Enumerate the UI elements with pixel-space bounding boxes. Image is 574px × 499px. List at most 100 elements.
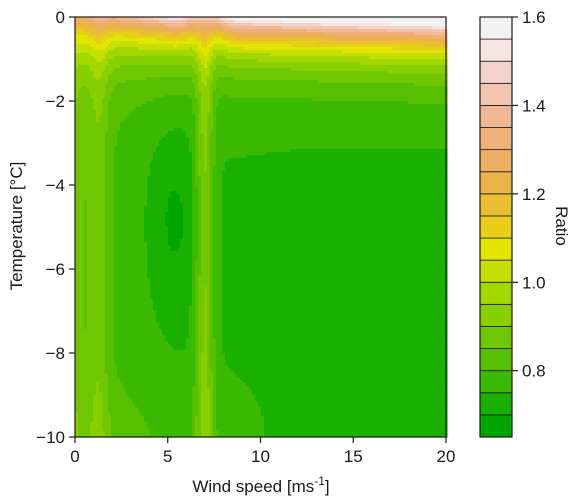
heat-cell (222, 17, 226, 21)
heat-cell (279, 125, 283, 129)
heat-cell (162, 59, 166, 63)
heat-cell (114, 116, 118, 120)
heat-cell (162, 131, 166, 135)
heat-cell (87, 137, 91, 141)
heat-cell (102, 20, 106, 24)
heat-cell (339, 71, 343, 75)
heat-cell (141, 47, 145, 51)
heat-cell (393, 44, 397, 48)
heat-cell (216, 107, 220, 111)
heat-cell (132, 107, 136, 111)
heat-cell (333, 86, 337, 90)
heat-cell (399, 50, 403, 54)
heat-cell (156, 35, 160, 39)
heat-cell (204, 92, 208, 96)
heat-cell (198, 80, 202, 84)
heat-cell (198, 62, 202, 66)
heat-cell (306, 23, 310, 27)
heat-cell (126, 107, 130, 111)
heat-cell (261, 131, 265, 135)
heat-cell (195, 98, 199, 102)
heat-cell (162, 134, 166, 138)
heat-cell (108, 23, 112, 27)
heat-cell (291, 134, 295, 138)
heat-cell (372, 53, 376, 57)
heat-cell (336, 74, 340, 78)
heat-cell (192, 68, 196, 72)
heat-cell (279, 68, 283, 72)
heat-cell (264, 134, 268, 138)
heat-cell (198, 110, 202, 114)
heat-cell (312, 56, 316, 60)
heat-cell (387, 62, 391, 66)
heat-cell (270, 110, 274, 114)
heat-cell (252, 62, 256, 66)
heat-cell (183, 65, 187, 69)
heat-cell (198, 53, 202, 57)
heat-cell (354, 65, 358, 69)
heat-cell (342, 20, 346, 24)
heat-cell (360, 53, 364, 57)
heat-cell (159, 53, 163, 57)
heat-cell (363, 125, 367, 129)
heat-cell (93, 77, 97, 81)
heat-cell (390, 59, 394, 63)
heat-cell (213, 122, 217, 126)
heat-cell (204, 122, 208, 126)
heat-cell (318, 38, 322, 42)
heat-cell (342, 74, 346, 78)
heat-cell (264, 71, 268, 75)
heat-cell (300, 119, 304, 123)
heat-cell (318, 77, 322, 81)
heat-cell (387, 74, 391, 78)
heat-cell (123, 59, 127, 63)
heat-cell (150, 77, 154, 81)
heat-cell (159, 110, 163, 114)
heat-cell (123, 71, 127, 75)
heat-cell (375, 38, 379, 42)
heat-cell (228, 74, 232, 78)
heat-cell (285, 23, 289, 27)
heat-cell (330, 38, 334, 42)
heat-cell (147, 59, 151, 63)
heat-cell (192, 95, 196, 99)
heat-cell (432, 38, 436, 42)
heat-cell (336, 83, 340, 87)
heat-cell (120, 119, 124, 123)
heat-cell (348, 29, 352, 33)
heat-cell (162, 116, 166, 120)
heat-cell (414, 44, 418, 48)
heat-cell (420, 131, 424, 135)
heat-cell (108, 83, 112, 87)
heat-cell (300, 101, 304, 105)
heat-cell (144, 77, 148, 81)
heat-cell (363, 32, 367, 36)
heat-cell (213, 71, 217, 75)
heat-cell (141, 80, 145, 84)
heat-cell (393, 38, 397, 42)
heat-cell (213, 116, 217, 120)
heat-cell (390, 86, 394, 90)
heat-cell (102, 89, 106, 93)
heat-cell (75, 74, 79, 78)
heat-cell (138, 65, 142, 69)
heat-cell (279, 38, 283, 42)
heat-cell (273, 110, 277, 114)
heat-cell (285, 59, 289, 63)
heat-cell (411, 47, 415, 51)
heat-cell (300, 65, 304, 69)
heat-cell (387, 47, 391, 51)
heat-cell (246, 41, 250, 45)
heat-cell (318, 47, 322, 51)
heat-cell (129, 77, 133, 81)
heat-cell (99, 74, 103, 78)
heat-cell (225, 17, 229, 21)
heat-cell (84, 107, 88, 111)
heat-cell (228, 38, 232, 42)
heat-cell (93, 17, 97, 21)
heat-cell (291, 26, 295, 30)
heat-cell (234, 113, 238, 117)
heat-cell (123, 122, 127, 126)
heat-cell (117, 107, 121, 111)
heat-cell (273, 74, 277, 78)
